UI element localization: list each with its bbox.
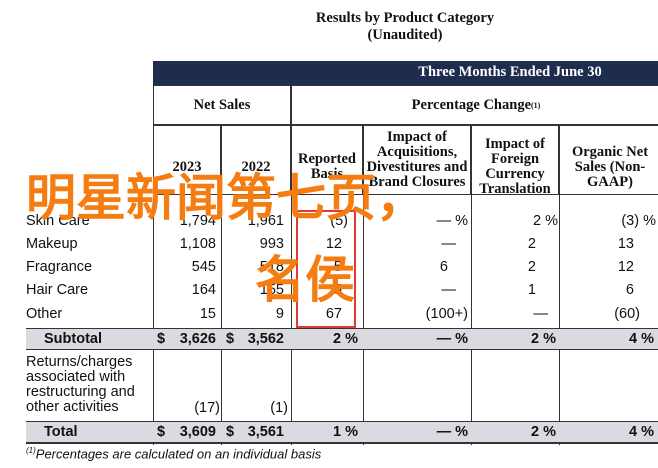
- cell-fx: —: [533, 306, 549, 322]
- cell-reported: 67: [325, 306, 342, 322]
- subtotal-row-band: [26, 328, 658, 350]
- percentage-change-header: Percentage Change (1): [291, 85, 658, 125]
- total-2023: 3,609: [179, 424, 216, 440]
- highlight-box: [296, 210, 356, 328]
- cell-acq: —: [441, 236, 457, 252]
- total-2022: 3,561: [247, 424, 284, 440]
- cell-organic: (60): [614, 306, 640, 322]
- cell-organic: 12: [617, 259, 634, 275]
- row-label: Other: [26, 306, 63, 322]
- col-header-box-fx: [471, 125, 559, 195]
- total-reported: 1 %: [333, 424, 358, 440]
- subtotal-acq: — %: [436, 331, 468, 347]
- footnote-text: Percentages are calculated on an individ…: [35, 446, 322, 462]
- cell-reported: 12: [325, 236, 342, 252]
- col-header-box-acq: [363, 125, 471, 195]
- cell-acq: 6: [439, 259, 448, 275]
- currency-symbol: $: [226, 424, 235, 440]
- cell-organic: 13: [617, 236, 634, 252]
- rule-reported-right: [363, 195, 364, 445]
- total-label: Total: [44, 424, 78, 440]
- subtotal-2023: 3,626: [179, 331, 216, 347]
- cell-2022: 9: [275, 306, 284, 322]
- cell-2022: 518: [259, 259, 284, 275]
- row-label: Skin Care: [26, 213, 90, 229]
- col-header-box-reported: [291, 125, 363, 195]
- cell-2023: 1,108: [179, 236, 216, 252]
- cell-2023: 15: [199, 306, 216, 322]
- total-row-band: [26, 421, 658, 444]
- cell-fx: 2 %: [533, 213, 558, 229]
- watermark-line2: 名侯: [255, 251, 355, 309]
- cell-acq: —: [441, 282, 457, 298]
- currency-symbol: $: [157, 331, 166, 347]
- returns-label-line: Returns/charges: [26, 354, 133, 370]
- cell-organic: (3) %: [621, 213, 656, 229]
- col-header-box-organic: [559, 125, 658, 195]
- col-header-box-2023: [153, 125, 221, 195]
- col-header-acquisitions: Impact of Acquisitions, Divestitures and…: [366, 129, 468, 190]
- row-label: Makeup: [26, 236, 78, 252]
- footnote-marker: (1): [26, 446, 36, 455]
- subtotal-2022: 3,562: [247, 331, 284, 347]
- row-label: Fragrance: [26, 259, 93, 275]
- cell-2023: 1,794: [179, 213, 216, 229]
- returns-2022: (1): [270, 400, 288, 416]
- currency-symbol: $: [226, 331, 235, 347]
- cell-reported: (5): [330, 213, 348, 229]
- period-header: Three Months Ended June 30: [418, 64, 602, 80]
- cell-fx: 1: [527, 282, 536, 298]
- col-header-2023: 2023: [172, 159, 202, 175]
- report-title-line1: Results by Product Category: [315, 10, 495, 26]
- subtotal-label: Subtotal: [44, 331, 102, 347]
- rule-year-divider: [221, 195, 222, 445]
- col-header-foreign-currency: Impact of Foreign Currency Translation: [479, 136, 551, 197]
- footnote-marker: (1): [531, 100, 541, 110]
- cell-acq: (100+): [425, 306, 468, 322]
- cell-2022: 993: [259, 236, 284, 252]
- returns-2023: (17): [194, 400, 220, 416]
- subtotal-organic: 4 %: [629, 331, 654, 347]
- cell-organic: 6: [625, 282, 634, 298]
- rule-pct-left: [291, 195, 292, 445]
- rule-acq-right: [471, 195, 472, 445]
- subtotal-fx: 2 %: [531, 331, 556, 347]
- col-header-box-2022: [221, 125, 291, 195]
- net-sales-header: Net Sales: [153, 85, 291, 125]
- col-header-reported: Reported Basis: [298, 151, 356, 182]
- period-header-band: [153, 61, 658, 85]
- returns-label-line: associated with: [26, 369, 126, 385]
- cell-fx: 2: [527, 236, 536, 252]
- cell-reported: 5: [333, 282, 342, 298]
- returns-label-line: restructuring and: [26, 384, 135, 400]
- row-label: Hair Care: [26, 282, 89, 298]
- returns-label-line: other activities: [26, 399, 119, 415]
- cell-2022: 155: [259, 282, 284, 298]
- cell-2023: 164: [191, 282, 216, 298]
- report-title: Results by Product Category (Unaudited): [150, 10, 658, 44]
- col-header-organic: Organic Net Sales (Non-GAAP): [571, 144, 649, 190]
- subtotal-reported: 2 %: [333, 331, 358, 347]
- watermark-line1: 明星新闻第七页，: [26, 169, 426, 227]
- cell-2023: 545: [191, 259, 216, 275]
- currency-symbol: $: [157, 424, 166, 440]
- cell-reported: 5: [333, 259, 342, 275]
- col-header-2022: 2022: [241, 159, 271, 175]
- rule-net-sales-left: [153, 195, 154, 445]
- rule-fx-right: [559, 195, 560, 445]
- total-fx: 2 %: [531, 424, 556, 440]
- total-acq: — %: [436, 424, 468, 440]
- report-title-line2: (Unaudited): [367, 27, 443, 43]
- footnote: (1)Percentages are calculated on an indi…: [26, 446, 321, 461]
- cell-2022: 1,961: [247, 213, 284, 229]
- cell-acq: — %: [436, 213, 468, 229]
- cell-fx: 2: [527, 259, 536, 275]
- total-organic: 4 %: [629, 424, 654, 440]
